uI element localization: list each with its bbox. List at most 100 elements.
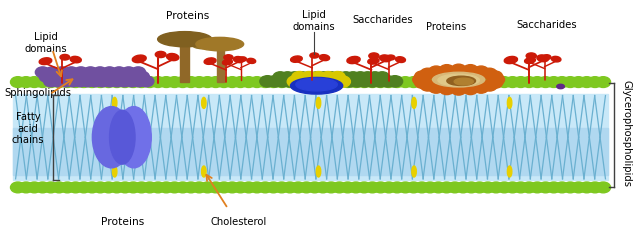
Ellipse shape — [522, 182, 536, 193]
Ellipse shape — [462, 65, 478, 76]
Ellipse shape — [51, 76, 66, 87]
Ellipse shape — [431, 77, 446, 87]
Ellipse shape — [239, 57, 247, 61]
Ellipse shape — [110, 182, 124, 193]
Ellipse shape — [415, 77, 429, 87]
Ellipse shape — [18, 77, 33, 87]
Ellipse shape — [513, 77, 528, 87]
Ellipse shape — [382, 77, 396, 87]
Ellipse shape — [372, 76, 388, 87]
Ellipse shape — [45, 67, 60, 78]
Ellipse shape — [36, 67, 50, 78]
Ellipse shape — [365, 77, 380, 87]
Ellipse shape — [95, 71, 110, 82]
Ellipse shape — [373, 182, 388, 193]
Ellipse shape — [241, 182, 256, 193]
Ellipse shape — [175, 77, 190, 87]
Ellipse shape — [208, 77, 223, 87]
Ellipse shape — [525, 58, 536, 63]
Ellipse shape — [335, 76, 350, 87]
Ellipse shape — [357, 76, 373, 87]
Ellipse shape — [132, 55, 147, 63]
Ellipse shape — [66, 76, 80, 87]
Ellipse shape — [233, 77, 248, 87]
Ellipse shape — [60, 77, 75, 87]
Bar — [13, 128, 608, 175]
Ellipse shape — [35, 77, 50, 87]
Ellipse shape — [380, 55, 391, 62]
Ellipse shape — [93, 182, 108, 193]
Text: Sphingolipids: Sphingolipids — [4, 88, 72, 98]
Ellipse shape — [423, 182, 438, 193]
Ellipse shape — [580, 77, 594, 87]
Ellipse shape — [143, 182, 157, 193]
Ellipse shape — [448, 77, 462, 87]
Ellipse shape — [473, 66, 489, 77]
Ellipse shape — [375, 72, 389, 83]
Ellipse shape — [143, 77, 157, 87]
Ellipse shape — [204, 58, 216, 64]
Ellipse shape — [596, 77, 610, 87]
Ellipse shape — [250, 182, 264, 193]
Ellipse shape — [283, 182, 297, 193]
Ellipse shape — [390, 182, 404, 193]
Ellipse shape — [95, 76, 110, 87]
Ellipse shape — [412, 166, 417, 177]
Ellipse shape — [387, 55, 395, 60]
Ellipse shape — [438, 74, 479, 86]
Ellipse shape — [396, 57, 406, 62]
Ellipse shape — [505, 77, 520, 87]
Ellipse shape — [39, 71, 54, 82]
Ellipse shape — [35, 182, 50, 193]
Text: Proteins: Proteins — [101, 217, 144, 227]
Ellipse shape — [291, 182, 306, 193]
Ellipse shape — [326, 76, 341, 87]
Ellipse shape — [464, 77, 478, 87]
Ellipse shape — [439, 83, 455, 95]
Ellipse shape — [118, 182, 132, 193]
Ellipse shape — [43, 76, 59, 87]
Ellipse shape — [482, 68, 497, 80]
Ellipse shape — [11, 77, 25, 87]
Ellipse shape — [135, 71, 149, 82]
Ellipse shape — [415, 77, 430, 88]
Ellipse shape — [59, 76, 73, 87]
Ellipse shape — [357, 77, 371, 87]
Ellipse shape — [290, 56, 303, 62]
Ellipse shape — [47, 71, 62, 82]
Ellipse shape — [342, 76, 357, 87]
Ellipse shape — [11, 182, 25, 193]
Ellipse shape — [347, 56, 360, 64]
Ellipse shape — [563, 182, 578, 193]
Ellipse shape — [353, 72, 368, 83]
Ellipse shape — [340, 182, 355, 193]
Ellipse shape — [346, 72, 361, 83]
Ellipse shape — [361, 72, 375, 83]
Ellipse shape — [121, 67, 136, 78]
Ellipse shape — [316, 76, 331, 87]
Ellipse shape — [280, 72, 295, 83]
Ellipse shape — [70, 56, 82, 63]
Text: Proteins: Proteins — [426, 22, 466, 32]
Ellipse shape — [563, 77, 578, 87]
Ellipse shape — [440, 77, 454, 87]
Ellipse shape — [250, 77, 264, 87]
Ellipse shape — [118, 71, 134, 82]
Ellipse shape — [482, 80, 497, 91]
Ellipse shape — [415, 182, 429, 193]
Ellipse shape — [440, 182, 454, 193]
Ellipse shape — [547, 182, 561, 193]
Ellipse shape — [43, 77, 58, 87]
Ellipse shape — [324, 72, 339, 83]
Ellipse shape — [68, 77, 83, 87]
Ellipse shape — [200, 77, 215, 87]
Ellipse shape — [530, 182, 545, 193]
Ellipse shape — [319, 55, 329, 61]
Ellipse shape — [275, 77, 289, 87]
Ellipse shape — [241, 77, 256, 87]
Ellipse shape — [225, 77, 240, 87]
Ellipse shape — [487, 71, 503, 82]
Ellipse shape — [306, 76, 322, 87]
Ellipse shape — [552, 56, 561, 62]
Ellipse shape — [273, 72, 288, 83]
